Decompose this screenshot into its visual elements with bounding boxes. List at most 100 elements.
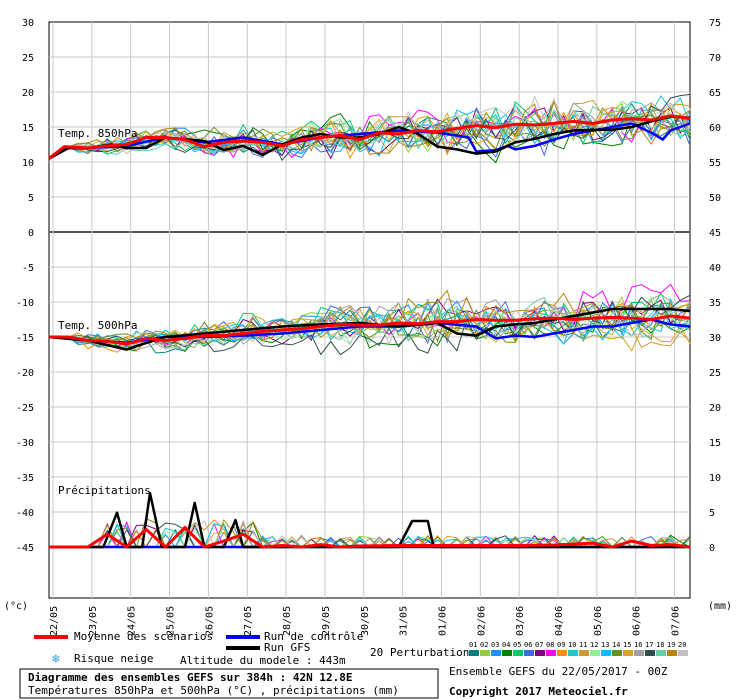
perturbation-swatch (546, 650, 556, 656)
date-tick-label: 26/05 (204, 606, 215, 636)
date-tick-label: 28/05 (282, 606, 293, 636)
label-t500: Temp. 500hPa (58, 319, 137, 332)
right-tick-label: 50 (709, 193, 721, 204)
left-axis: 30 25 20 15 10 5 0 -5 -10 -15 -20 -25 -30 -35 -40 -45 (16, 18, 34, 554)
perturbation-number: 11 (579, 641, 587, 649)
perturbation-swatch (480, 650, 490, 656)
legend-control: Run de contrôle (264, 630, 363, 643)
perturbation-number: 20 (678, 641, 686, 649)
perturbation-swatch (568, 650, 578, 656)
perturbation-swatch (667, 650, 677, 656)
legend-gfs: Run GFS (264, 641, 310, 654)
perturbation-number: 09 (557, 641, 565, 649)
right-tick-label: 75 (709, 18, 721, 29)
chart-subtitle: Températures 850hPa et 500hPa (°C) , pré… (28, 684, 399, 697)
perturbation-19-t500 (49, 289, 691, 348)
date-tick-label: 06/06 (632, 606, 643, 636)
left-tick-label: 0 (28, 228, 34, 239)
date-tick-label: 22/05 (49, 606, 60, 636)
perturbation-number: 19 (667, 641, 675, 649)
left-tick-label: 5 (28, 193, 34, 204)
right-tick-label: 65 (709, 88, 721, 99)
left-tick-label: 10 (22, 158, 34, 169)
right-tick-label: 0 (709, 543, 715, 554)
left-tick-label: -5 (22, 263, 34, 274)
perturbation-number: 17 (645, 641, 653, 649)
right-tick-label: 70 (709, 53, 721, 64)
date-tick-label: 05/06 (593, 606, 604, 636)
right-tick-label: 55 (709, 158, 721, 169)
left-tick-label: -45 (16, 543, 34, 554)
date-tick-label: 02/06 (476, 606, 487, 636)
perturbation-label: 20 Perturbations (370, 646, 476, 659)
left-tick-label: -10 (16, 298, 34, 309)
title-box (19, 668, 439, 699)
left-tick-label: -35 (16, 473, 34, 484)
perturbation-swatch (557, 650, 567, 656)
date-tick-label: 04/06 (554, 606, 565, 636)
chart-title: Diagramme des ensembles GEFS sur 384h : … (28, 671, 353, 684)
legend-snow: Risque neige (74, 652, 153, 665)
snowflake-icon: ❄ (51, 652, 60, 667)
perturbation-number: 03 (491, 641, 499, 649)
right-tick-label: 20 (709, 403, 721, 414)
left-tick-label: 15 (22, 123, 34, 134)
date-tick-label: 29/05 (321, 606, 332, 636)
perturbation-swatch (590, 650, 600, 656)
left-tick-label: 25 (22, 53, 34, 64)
gfs-precip-line (49, 491, 690, 549)
copyright: Copyright 2017 Meteociel.fr (449, 685, 628, 698)
perturbation-swatch (645, 650, 655, 656)
right-tick-label: 60 (709, 123, 721, 134)
perturbation-number: 04 (502, 641, 510, 649)
mean-precip-line (49, 525, 691, 549)
perturbation-06-t500 (49, 300, 691, 348)
perturbation-swatch (535, 650, 545, 656)
perturbation-swatch (623, 650, 633, 656)
date-tick-label: 31/05 (399, 606, 410, 636)
left-tick-label: -40 (16, 508, 34, 519)
left-unit: (°c) (4, 601, 28, 612)
perturbation-17-t500 (49, 294, 691, 356)
mean-t850-line (48, 114, 691, 160)
perturbation-swatch (601, 650, 611, 656)
right-tick-label: 25 (709, 368, 721, 379)
label-t850: Temp. 850hPa (58, 127, 137, 140)
left-tick-label: 20 (22, 88, 34, 99)
left-tick-label: -20 (16, 368, 34, 379)
perturbation-12-t500 (49, 295, 691, 346)
label-precip: Précipitations (58, 484, 151, 497)
perturbation-swatch (634, 650, 644, 656)
perturbation-swatch (469, 650, 479, 656)
gfs-t500-line (48, 307, 691, 351)
perturbation-swatch (524, 650, 534, 656)
right-tick-label: 40 (709, 263, 721, 274)
date-tick-label: 30/05 (360, 606, 371, 636)
perturbation-swatch (656, 650, 666, 656)
date-tick-label: 25/05 (166, 606, 177, 636)
perturbation-number: 14 (612, 641, 620, 649)
mean-t500-line (49, 314, 691, 346)
right-tick-label: 45 (709, 228, 721, 239)
date-tick-label: 24/05 (127, 606, 138, 636)
left-tick-label: -30 (16, 438, 34, 449)
perturbation-swatch (513, 650, 523, 656)
date-tick-label: 07/06 (671, 606, 682, 636)
perturbation-number: 02 (480, 641, 488, 649)
left-tick-label: -15 (16, 333, 34, 344)
date-tick-label: 27/05 (243, 606, 254, 636)
perturbation-number: 01 (469, 641, 477, 649)
ensemble-run: Ensemble GEFS du 22/05/2017 - 00Z (449, 665, 668, 678)
right-tick-label: 35 (709, 298, 721, 309)
perturbation-swatch (612, 650, 622, 656)
perturbation-number: 18 (656, 641, 664, 649)
perturbation-swatch (678, 650, 688, 656)
perturbation-number: 06 (524, 641, 532, 649)
left-tick-label: -25 (16, 403, 34, 414)
perturbation-number: 08 (546, 641, 554, 649)
left-tick-label: 30 (22, 18, 34, 29)
right-tick-label: 5 (709, 508, 715, 519)
date-tick-label: 01/06 (437, 606, 448, 636)
main-series (48, 114, 691, 549)
